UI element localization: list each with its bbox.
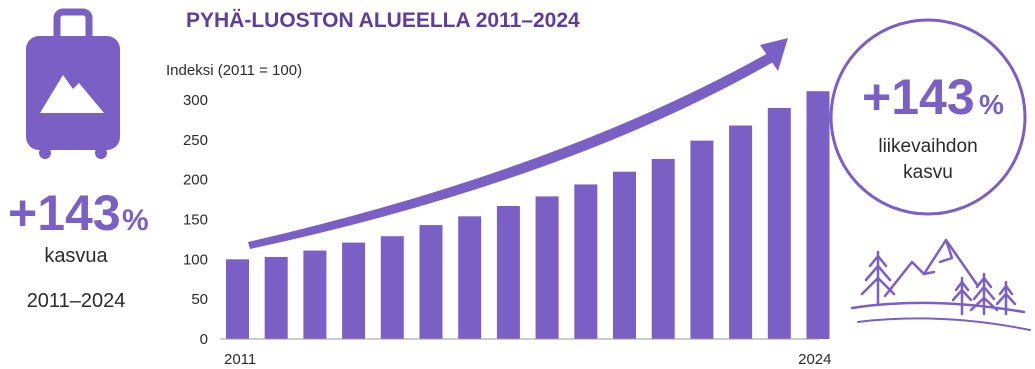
y-axis-ticks: 0 50 100 150 200 250 300 bbox=[183, 92, 208, 348]
y-tick-label: 0 bbox=[200, 331, 208, 348]
bar bbox=[651, 158, 675, 339]
left-stat-period: 2011–2024 bbox=[27, 290, 126, 312]
y-tick-label: 300 bbox=[183, 92, 208, 109]
mountains-trees-icon bbox=[850, 238, 1031, 331]
bar bbox=[729, 125, 753, 339]
bar bbox=[458, 216, 482, 339]
x-tick-label: 2024 bbox=[798, 351, 831, 368]
bar bbox=[380, 236, 404, 339]
bar bbox=[342, 242, 366, 339]
bar bbox=[767, 107, 791, 339]
bar bbox=[496, 205, 520, 339]
left-stat-value: +143 bbox=[8, 185, 121, 241]
x-tick-label: 2011 bbox=[224, 351, 256, 368]
bar bbox=[264, 256, 288, 339]
bar bbox=[535, 196, 559, 339]
bar bbox=[690, 140, 714, 339]
right-stat-percent: % bbox=[979, 89, 1004, 120]
left-stat-label: kasvua bbox=[44, 245, 108, 267]
bar bbox=[303, 250, 327, 339]
bar bbox=[226, 259, 249, 339]
mountain-icon bbox=[40, 75, 104, 113]
bar bbox=[574, 184, 598, 339]
y-tick-label: 100 bbox=[183, 251, 208, 268]
x-axis-ticks: 2011 2024 bbox=[224, 351, 832, 368]
y-axis-label: Indeksi (2011 = 100) bbox=[166, 62, 302, 79]
y-tick-label: 50 bbox=[191, 291, 208, 308]
bar bbox=[613, 171, 636, 339]
right-stat-label-line1: liikevaihdon bbox=[878, 136, 977, 157]
suitcase-icon bbox=[26, 8, 120, 159]
y-tick-label: 200 bbox=[183, 172, 208, 189]
trend-arrow-icon bbox=[248, 38, 788, 249]
bar bbox=[806, 91, 830, 339]
left-stat-percent: % bbox=[122, 204, 149, 237]
bar-series bbox=[226, 91, 830, 339]
right-stat-value: +143 bbox=[862, 69, 975, 125]
chart-title: PYHÄ-LUOSTON ALUEELLA 2011–2024 bbox=[186, 9, 580, 32]
y-tick-label: 250 bbox=[183, 132, 208, 149]
bar bbox=[419, 225, 443, 339]
right-stat-badge: +143 % liikevaihdon kasvu bbox=[829, 18, 1027, 216]
right-stat-label-line2: kasvu bbox=[903, 162, 953, 183]
y-tick-label: 150 bbox=[183, 212, 208, 229]
